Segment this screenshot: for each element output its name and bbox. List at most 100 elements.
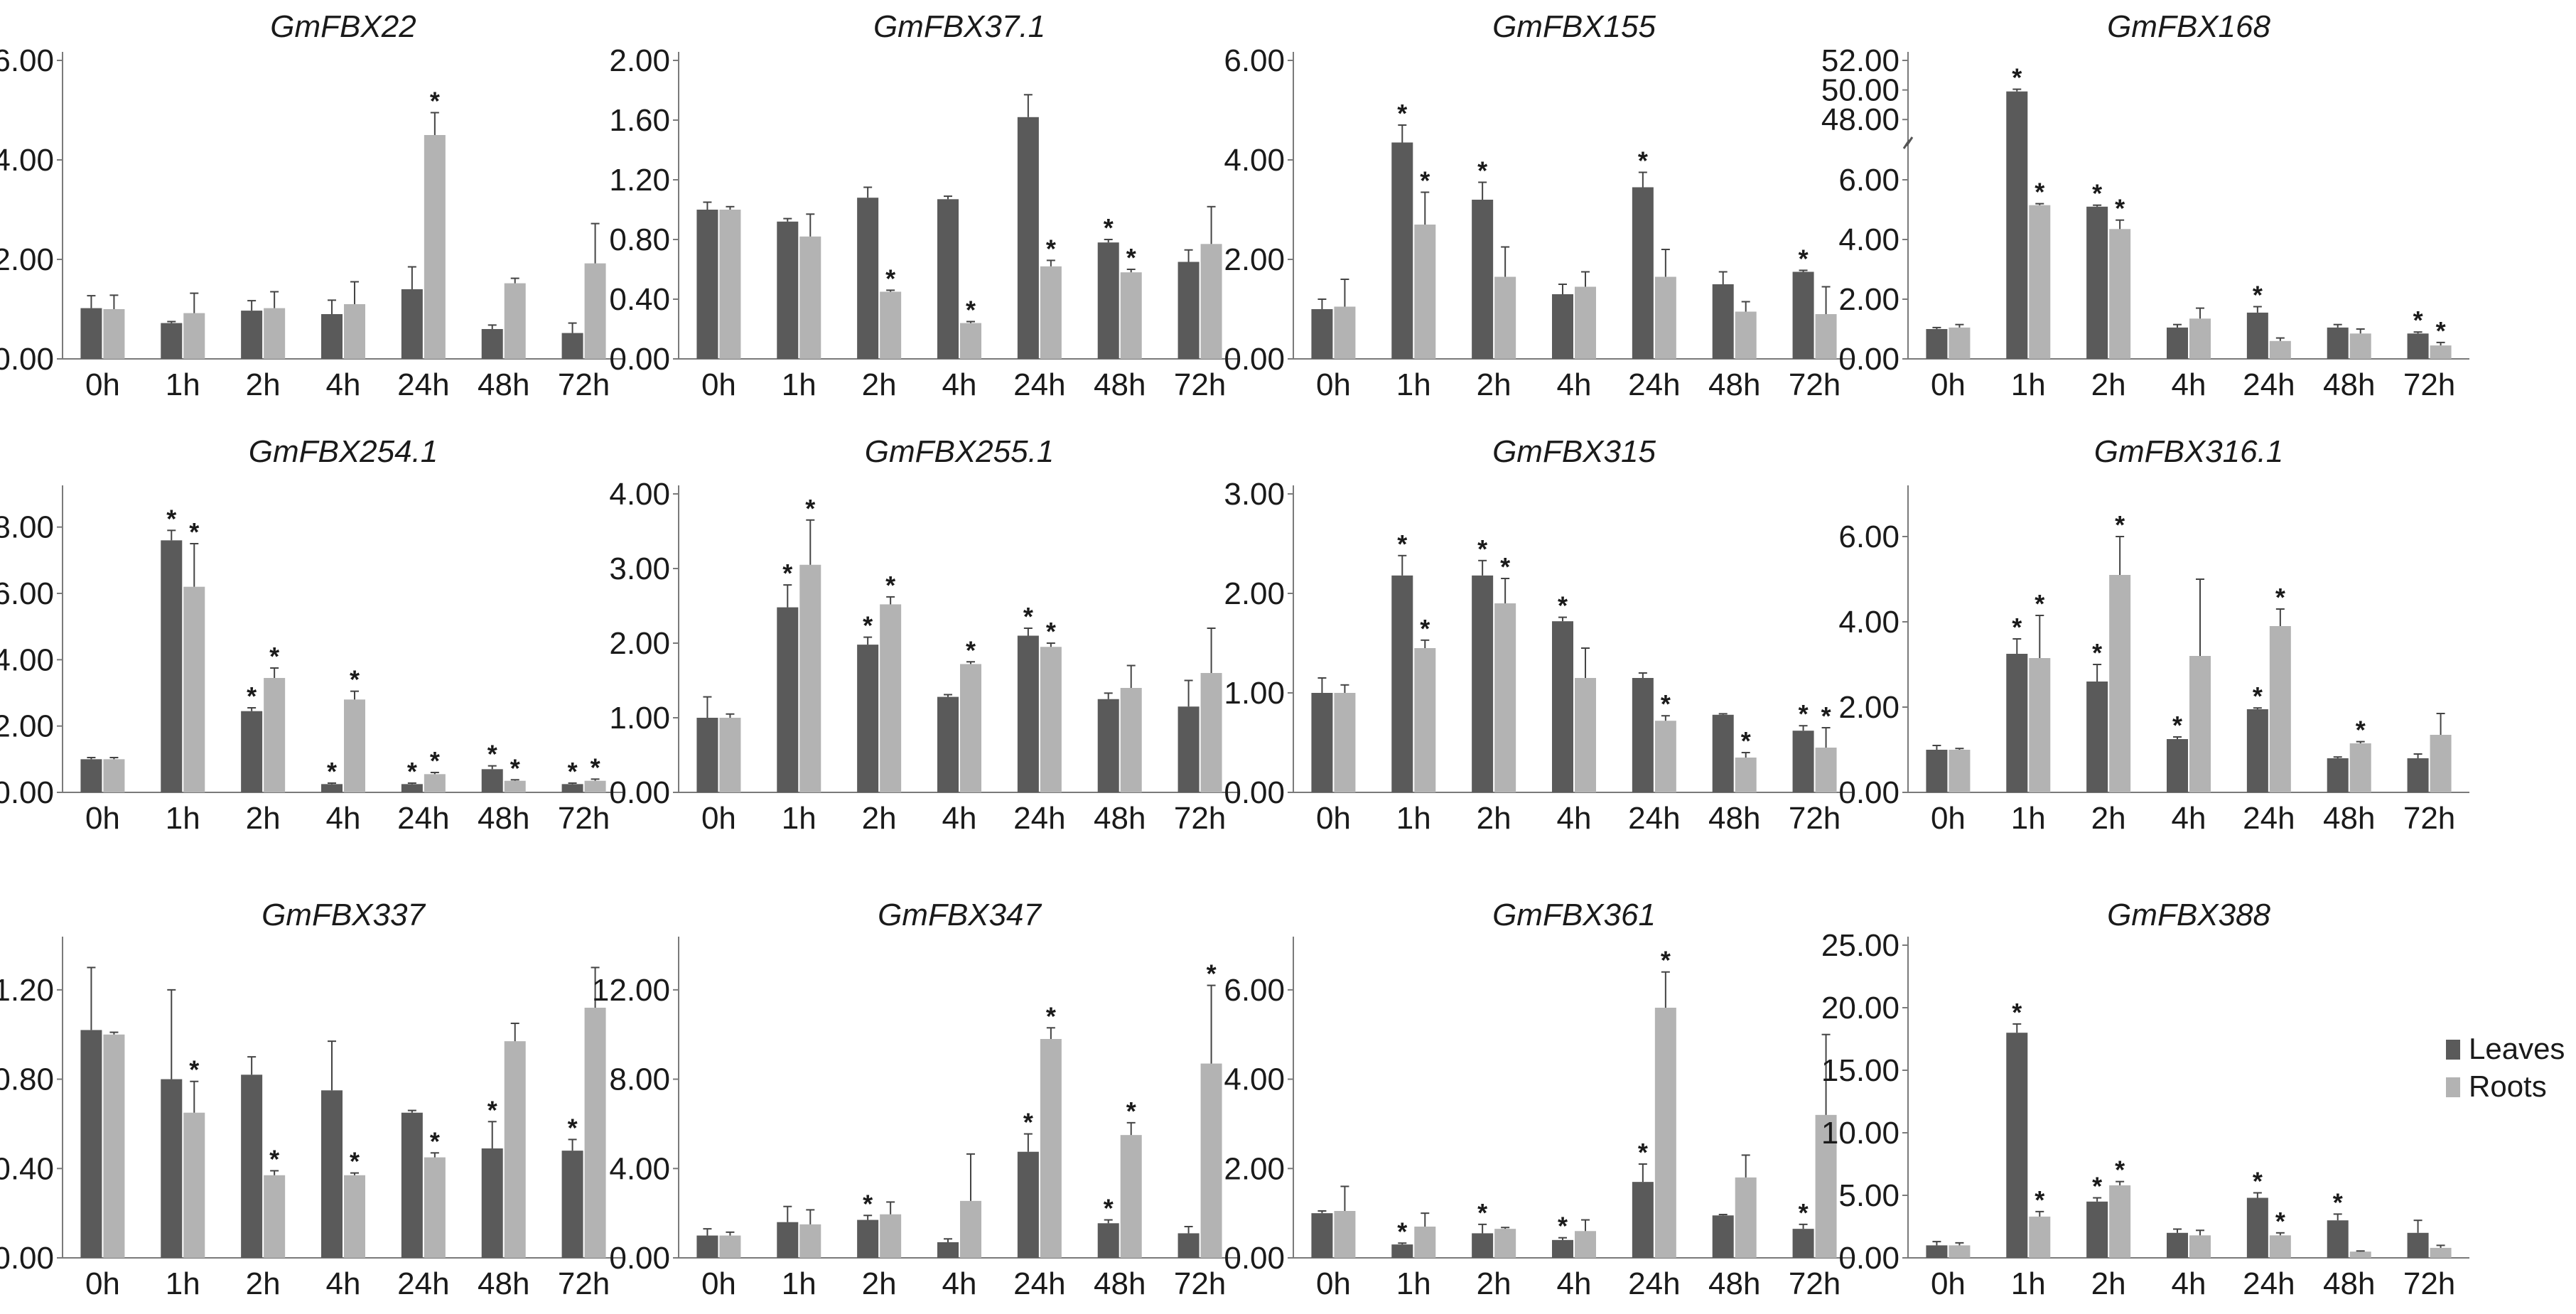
bar-roots [183,313,205,359]
y-tick-label: 0.00 [0,1241,54,1276]
bar-leaves [321,314,343,359]
y-tick-label: 0.00 [0,342,54,377]
bar-roots [799,236,821,359]
x-tick-label: 4h [2172,367,2206,402]
significance-marker: * [2092,1172,2102,1201]
x-tick-label: 24h [1628,801,1680,836]
bar-leaves [2086,682,2108,792]
significance-marker: * [966,296,976,325]
significance-marker: * [885,264,895,293]
bar-roots [1414,225,1436,359]
y-tick-label: 6.00 [1838,519,1899,554]
significance-marker: * [1104,1194,1114,1223]
bar-leaves [401,784,423,792]
significance-marker: * [2035,589,2044,618]
x-tick-label: 48h [1094,1266,1146,1301]
significance-marker: * [1104,213,1114,242]
bar-roots [344,699,365,792]
x-tick-label: 2h [2091,801,2126,836]
bar-roots [1334,306,1356,359]
bar-roots [2109,229,2131,359]
bar-leaves [80,1030,102,1258]
bar-roots [2430,345,2452,359]
bar-leaves [2407,758,2429,792]
x-tick-label: 0h [1931,367,1966,402]
bar-leaves [80,759,102,792]
x-tick-label: 48h [1094,801,1146,836]
bar-leaves [561,1151,583,1258]
bar-roots [103,1034,125,1258]
x-tick-label: 72h [1789,801,1841,836]
chart-panel: GmFBX388 0.00 5.00 10.00 15.00 20.00 25.00 0h 1h… [1821,898,2469,1301]
x-tick-label: 4h [942,801,977,836]
significance-marker: * [966,635,976,664]
significance-marker: * [2092,638,2102,667]
bar-leaves [2086,206,2108,359]
bar-roots [1575,286,1596,359]
chart-panel: GmFBX155 0.00 2.00 4.00 6.00 0h 1h * * 2h * 4h 24h * 4… [1224,9,1855,402]
bar-leaves [777,607,799,792]
y-tick-label: 2.00 [1224,242,1285,277]
bar-leaves [1552,294,1573,359]
x-tick-label: 48h [1094,367,1146,402]
bar-leaves [401,289,423,359]
x-tick-label: 2h [862,801,897,836]
y-tick-label: 0.00 [1224,1241,1285,1276]
bar-leaves [1177,706,1200,792]
x-tick-label: 1h [1396,801,1431,836]
bar-roots [1040,647,1062,792]
bar-roots [1654,276,1676,359]
x-tick-label: 4h [1557,367,1592,402]
x-tick-label: 1h [782,1266,817,1301]
x-tick-label: 0h [1316,801,1351,836]
bar-leaves [1097,699,1119,792]
bar-leaves [1177,262,1200,359]
significance-marker: * [430,746,440,775]
significance-marker: * [1477,156,1487,185]
x-tick-label: 4h [326,801,361,836]
bar-leaves [857,198,879,359]
bar-roots [1949,1245,1971,1258]
significance-marker: * [2035,178,2044,207]
significance-marker: * [2356,716,2366,745]
significance-marker: * [2275,583,2285,612]
x-tick-label: 72h [2403,801,2455,836]
bar-roots [1949,750,1971,792]
bar-roots [1735,1177,1757,1258]
y-tick-label: 1.20 [609,163,670,198]
y-tick-label: 6.00 [1224,973,1285,1008]
y-tick-label: 1.20 [0,973,54,1008]
bar-roots [2430,735,2452,792]
bar-leaves [696,718,718,792]
bar-roots [1334,693,1356,792]
chart-title: GmFBX316.1 [2094,434,2284,469]
y-tick-label: 0.40 [609,282,670,317]
bar-leaves [857,1219,879,1258]
bar-roots [880,604,902,792]
bar-roots [2189,318,2211,359]
axis-break-mark [1902,136,1914,149]
bar-roots [1494,276,1516,359]
significance-marker: * [189,1055,199,1084]
x-tick-label: 0h [1316,1266,1351,1301]
chart-title: GmFBX315 [1492,434,1656,469]
bar-roots [1494,603,1516,792]
significance-marker: * [2035,1185,2044,1215]
y-tick-label: 52.00 [1821,43,1899,78]
bar-roots [1815,1114,1837,1258]
chart-panel: GmFBX255.1 0.00 1.00 2.00 3.00 4.00 0h 1h * * 2h * *… [609,434,1240,836]
x-tick-label: 2h [246,367,281,402]
y-tick-label: 0.00 [1224,775,1285,810]
legend-swatch-roots [2446,1077,2460,1097]
y-tick-label: 12.00 [592,973,670,1008]
significance-marker: * [1799,244,1809,273]
significance-marker: * [2012,998,2022,1027]
bar-leaves [2086,1201,2108,1258]
significance-marker: * [1821,701,1831,731]
y-tick-label: 4.00 [1838,222,1899,257]
x-tick-label: 48h [478,367,529,402]
significance-marker: * [1638,1138,1648,1167]
x-tick-label: 72h [1789,1266,1841,1301]
significance-marker: * [2115,194,2125,223]
